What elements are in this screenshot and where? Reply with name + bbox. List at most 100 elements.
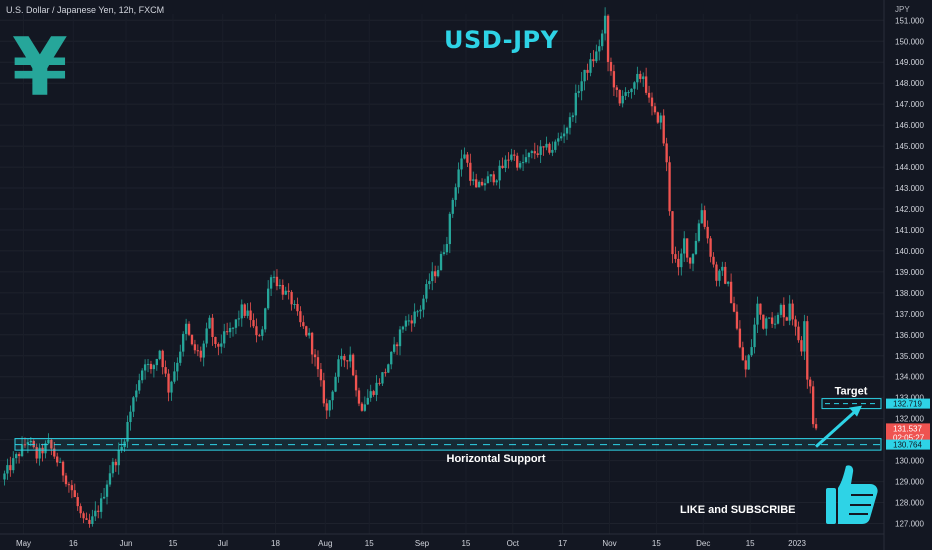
candle-body xyxy=(9,465,12,471)
candle-body xyxy=(126,422,129,442)
candle-body xyxy=(105,484,109,497)
candle-body xyxy=(565,127,569,134)
candle-body xyxy=(384,372,387,374)
candle-body xyxy=(568,117,572,128)
thumbs-up-icon[interactable] xyxy=(826,465,878,524)
y-tick-label: 151.000 xyxy=(895,16,924,25)
candle-body xyxy=(630,88,633,93)
candle-body xyxy=(492,174,495,183)
candle-body xyxy=(114,461,117,466)
candle-body xyxy=(67,484,71,486)
candle-body xyxy=(73,490,76,498)
candle-body xyxy=(674,254,677,259)
candle-body xyxy=(378,382,381,384)
candle-body xyxy=(562,133,566,137)
candle-body xyxy=(688,257,692,264)
candle-body xyxy=(422,298,425,310)
candle-body xyxy=(293,304,296,306)
candle-body xyxy=(176,362,179,372)
candle-body xyxy=(548,143,551,153)
y-tick-label: 149.000 xyxy=(895,58,924,67)
candle-body xyxy=(102,496,106,499)
price-badge-value: 131.537 xyxy=(893,424,922,433)
candle-body xyxy=(223,331,226,344)
candle-body xyxy=(346,360,349,362)
candle-body xyxy=(501,165,504,169)
candle-body xyxy=(794,319,797,327)
candle-body xyxy=(331,391,334,401)
x-tick-label: Aug xyxy=(318,539,332,548)
candle-body xyxy=(791,303,794,320)
chart-title: USD-JPY xyxy=(444,26,559,54)
price-badge-value: 132.719 xyxy=(893,400,922,409)
candle-body xyxy=(395,344,399,347)
candle-body xyxy=(3,473,6,480)
candle-body xyxy=(35,447,38,459)
candle-body xyxy=(220,343,223,347)
x-tick-label: Dec xyxy=(696,539,710,548)
candle-body xyxy=(278,284,282,287)
candle-body xyxy=(88,519,91,525)
candle-body xyxy=(38,447,41,459)
candle-body xyxy=(129,411,132,423)
candle-body xyxy=(712,256,715,265)
candle-body xyxy=(718,270,721,281)
price-badge-support xyxy=(886,439,930,450)
candle-body xyxy=(375,382,378,395)
candle-body xyxy=(366,397,369,405)
candle-body xyxy=(480,181,484,186)
candle-body xyxy=(349,354,352,362)
candle-body xyxy=(598,46,601,52)
candle-body xyxy=(404,320,408,327)
candle-body xyxy=(495,180,498,183)
candle-body xyxy=(536,153,539,155)
candle-body xyxy=(612,71,616,88)
candle-body xyxy=(419,309,422,312)
candle-body xyxy=(486,176,490,184)
candle-body xyxy=(334,376,337,392)
candle-body xyxy=(518,163,522,168)
time-axis[interactable]: May 16 Jun 15 Jul 18 Aug 15 Sep 15 Oct 17 Nov 15 Dec 15… xyxy=(0,533,884,548)
candle-body xyxy=(264,308,267,330)
candle-body xyxy=(732,303,736,312)
candle-body xyxy=(53,448,56,457)
candle-body xyxy=(246,310,249,316)
x-tick-label: Nov xyxy=(602,539,616,548)
candle-body xyxy=(647,92,651,98)
candle-body xyxy=(463,154,466,159)
candle-body xyxy=(252,320,255,327)
candle-body xyxy=(753,324,756,348)
candle-body xyxy=(595,51,598,62)
chart-annotations: Horizontal Support Target LIKE and SUBSC… xyxy=(14,386,882,524)
candle-body xyxy=(656,112,660,123)
price-axis[interactable]: 127.000128.000129.000130.000131.000132.0… xyxy=(883,0,924,550)
candle-body xyxy=(325,403,328,411)
y-tick-label: 138.000 xyxy=(895,289,924,298)
candle-body xyxy=(621,95,624,104)
candle-body xyxy=(6,465,9,474)
candle-body xyxy=(299,311,302,323)
candle-body xyxy=(457,169,460,188)
candle-body xyxy=(735,311,739,329)
candle-body xyxy=(586,69,589,73)
x-tick-label: 16 xyxy=(69,539,78,548)
arrow-head xyxy=(849,405,862,417)
candle-body xyxy=(255,326,258,336)
candle-body xyxy=(439,253,443,271)
candle-body xyxy=(267,288,270,309)
candle-body xyxy=(603,15,607,34)
candle-body xyxy=(152,365,156,370)
x-tick-label: Sep xyxy=(415,539,430,548)
candle-body xyxy=(413,311,416,324)
candle-body xyxy=(117,450,120,466)
candle-body xyxy=(167,373,170,393)
candle-body xyxy=(416,311,419,313)
candle-body xyxy=(243,304,246,316)
candle-body xyxy=(694,240,698,255)
candle-body xyxy=(677,258,680,268)
x-tick-label: 15 xyxy=(168,539,177,548)
axis-unit-label: JPY xyxy=(895,5,910,14)
candle-body xyxy=(316,357,320,370)
